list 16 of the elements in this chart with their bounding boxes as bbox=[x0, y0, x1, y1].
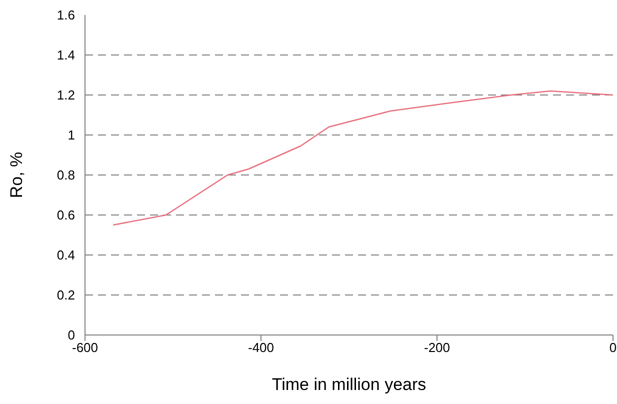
y-tick-label: 1.6 bbox=[56, 8, 75, 23]
x-tick-label: -200 bbox=[424, 340, 450, 356]
y-tick-label: 0 bbox=[68, 328, 75, 343]
y-tick-label: 1.4 bbox=[56, 48, 75, 63]
x-axis-title: Time in million years bbox=[272, 375, 426, 394]
y-tick-label: 0.2 bbox=[56, 288, 75, 303]
y-axis-title: Ro, % bbox=[7, 152, 26, 198]
line-series bbox=[112, 90, 613, 226]
y-tick-label: 0.4 bbox=[56, 248, 75, 263]
x-tick-label: -400 bbox=[248, 340, 274, 356]
y-tick-label: 0.6 bbox=[56, 208, 75, 223]
y-tick-label: 1 bbox=[68, 128, 75, 143]
y-tick-label: 0.8 bbox=[56, 168, 75, 183]
x-tick-label: 0 bbox=[609, 340, 617, 356]
y-tick-label: 1.2 bbox=[56, 88, 75, 103]
x-tick-label: -600 bbox=[72, 340, 98, 356]
